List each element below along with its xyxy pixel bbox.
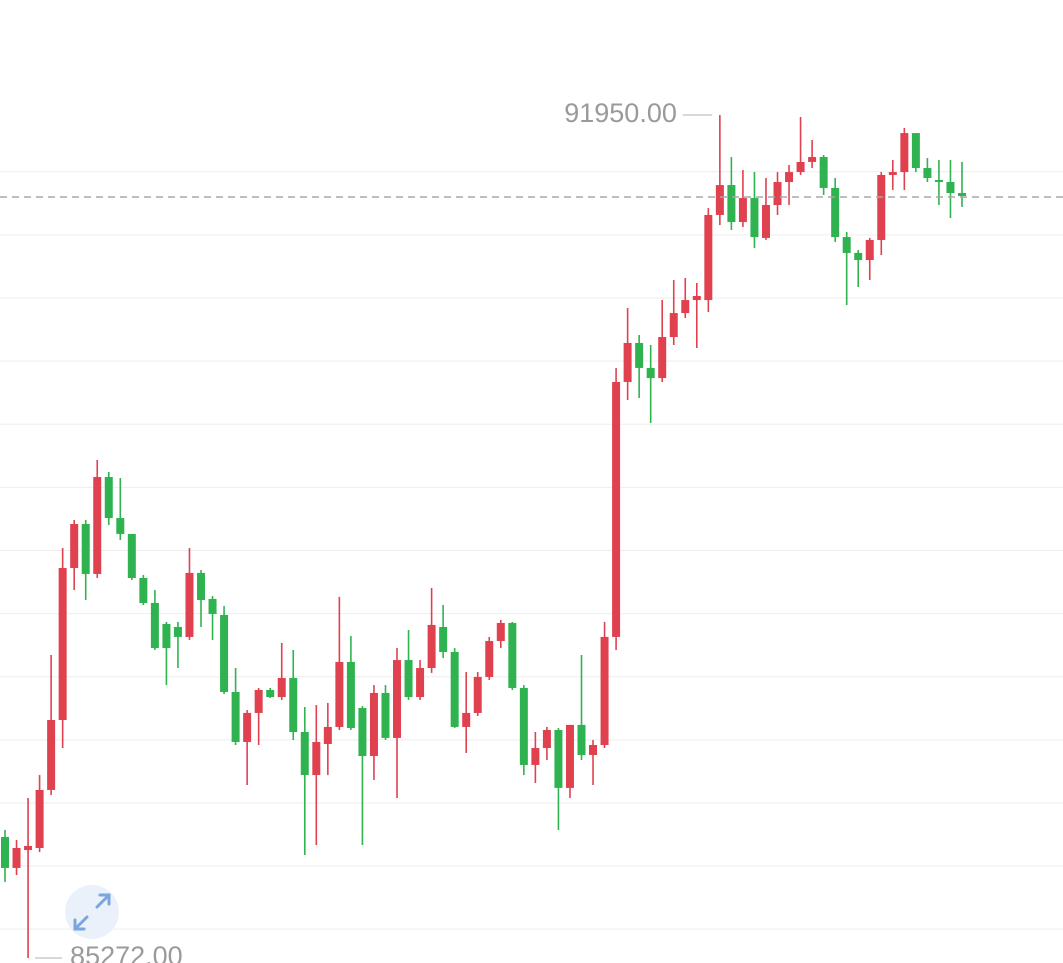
candle-body bbox=[185, 572, 194, 637]
candle-body bbox=[727, 185, 736, 223]
candle-body bbox=[773, 182, 782, 205]
candle-body bbox=[508, 622, 517, 688]
candle-body bbox=[542, 729, 551, 749]
candle-body bbox=[496, 622, 505, 641]
candle-body bbox=[761, 204, 770, 238]
candle-body bbox=[335, 661, 344, 727]
candle-body bbox=[865, 239, 874, 261]
candle-body bbox=[127, 533, 136, 579]
candle-body bbox=[220, 614, 229, 692]
candle-body bbox=[1, 837, 9, 868]
candle-body bbox=[565, 724, 574, 788]
candle-body bbox=[300, 732, 309, 776]
candle-body bbox=[139, 578, 148, 603]
candle-body bbox=[923, 168, 932, 178]
candle-body bbox=[681, 300, 690, 314]
candle-body bbox=[738, 198, 747, 223]
candle-body bbox=[888, 172, 897, 175]
candle-body bbox=[831, 187, 840, 238]
candle-body bbox=[635, 342, 644, 368]
candle-body bbox=[519, 687, 528, 765]
candle-body bbox=[554, 729, 563, 788]
candle-body bbox=[312, 741, 321, 776]
expand-icon bbox=[73, 893, 111, 931]
candle-body bbox=[623, 342, 632, 382]
candle-body bbox=[934, 180, 943, 183]
candle-body bbox=[12, 848, 21, 868]
candle-body bbox=[323, 726, 332, 744]
candle-body bbox=[24, 845, 33, 851]
candle-body bbox=[911, 133, 920, 169]
candle-body bbox=[381, 692, 390, 738]
candle-body bbox=[93, 477, 102, 574]
candle-body bbox=[646, 367, 655, 379]
candle-body bbox=[946, 182, 955, 194]
candle-body bbox=[277, 677, 286, 698]
candle-body bbox=[150, 602, 159, 649]
candle-body bbox=[439, 626, 448, 652]
candle-body bbox=[854, 252, 863, 261]
candle-body bbox=[404, 660, 413, 698]
candle-body bbox=[462, 712, 471, 727]
expand-button-bg bbox=[65, 885, 119, 939]
candle-body bbox=[957, 193, 966, 197]
candle-body bbox=[416, 668, 425, 698]
candle-body bbox=[877, 174, 886, 240]
candle-body bbox=[104, 477, 113, 519]
candle-body bbox=[577, 724, 586, 755]
candle-body bbox=[173, 626, 182, 637]
candle-body bbox=[485, 640, 494, 677]
candle-body bbox=[450, 651, 459, 727]
candle-body bbox=[70, 523, 79, 569]
candle-body bbox=[692, 296, 701, 301]
candle-body bbox=[819, 157, 828, 188]
candle-body bbox=[658, 337, 667, 379]
candle-body bbox=[750, 198, 759, 238]
candle-body bbox=[289, 677, 298, 733]
candle-body bbox=[842, 237, 851, 253]
candle-body bbox=[208, 598, 217, 614]
candle-body bbox=[58, 568, 67, 721]
candle-body bbox=[785, 172, 794, 183]
candle-body bbox=[473, 676, 482, 713]
candle-body bbox=[231, 691, 240, 742]
candle-body bbox=[35, 789, 44, 849]
expand-button[interactable] bbox=[65, 885, 119, 939]
candle-body bbox=[427, 624, 436, 669]
candle-body bbox=[900, 133, 909, 173]
candle-body bbox=[393, 660, 402, 738]
candle-body bbox=[704, 214, 713, 301]
candle-body bbox=[162, 623, 171, 649]
candle-body bbox=[47, 720, 56, 790]
candle-body bbox=[808, 157, 817, 162]
candle-body bbox=[346, 661, 355, 728]
candle-body bbox=[796, 161, 805, 173]
candle-body bbox=[589, 745, 598, 755]
candle-body bbox=[243, 712, 252, 742]
candle-body bbox=[715, 185, 724, 215]
candle-body bbox=[358, 708, 367, 756]
candle-body bbox=[669, 313, 678, 338]
candle-body bbox=[266, 689, 275, 698]
candle-body bbox=[369, 692, 378, 756]
candle-body bbox=[254, 689, 263, 713]
candle-body bbox=[612, 381, 621, 637]
max-label: 91950.00 bbox=[564, 98, 677, 128]
candle-body bbox=[600, 636, 609, 746]
min-label: 85272.00 bbox=[70, 941, 183, 963]
candle-body bbox=[116, 518, 125, 534]
candle-body bbox=[81, 523, 90, 574]
candle-body bbox=[531, 748, 540, 765]
candle-body bbox=[197, 572, 206, 600]
